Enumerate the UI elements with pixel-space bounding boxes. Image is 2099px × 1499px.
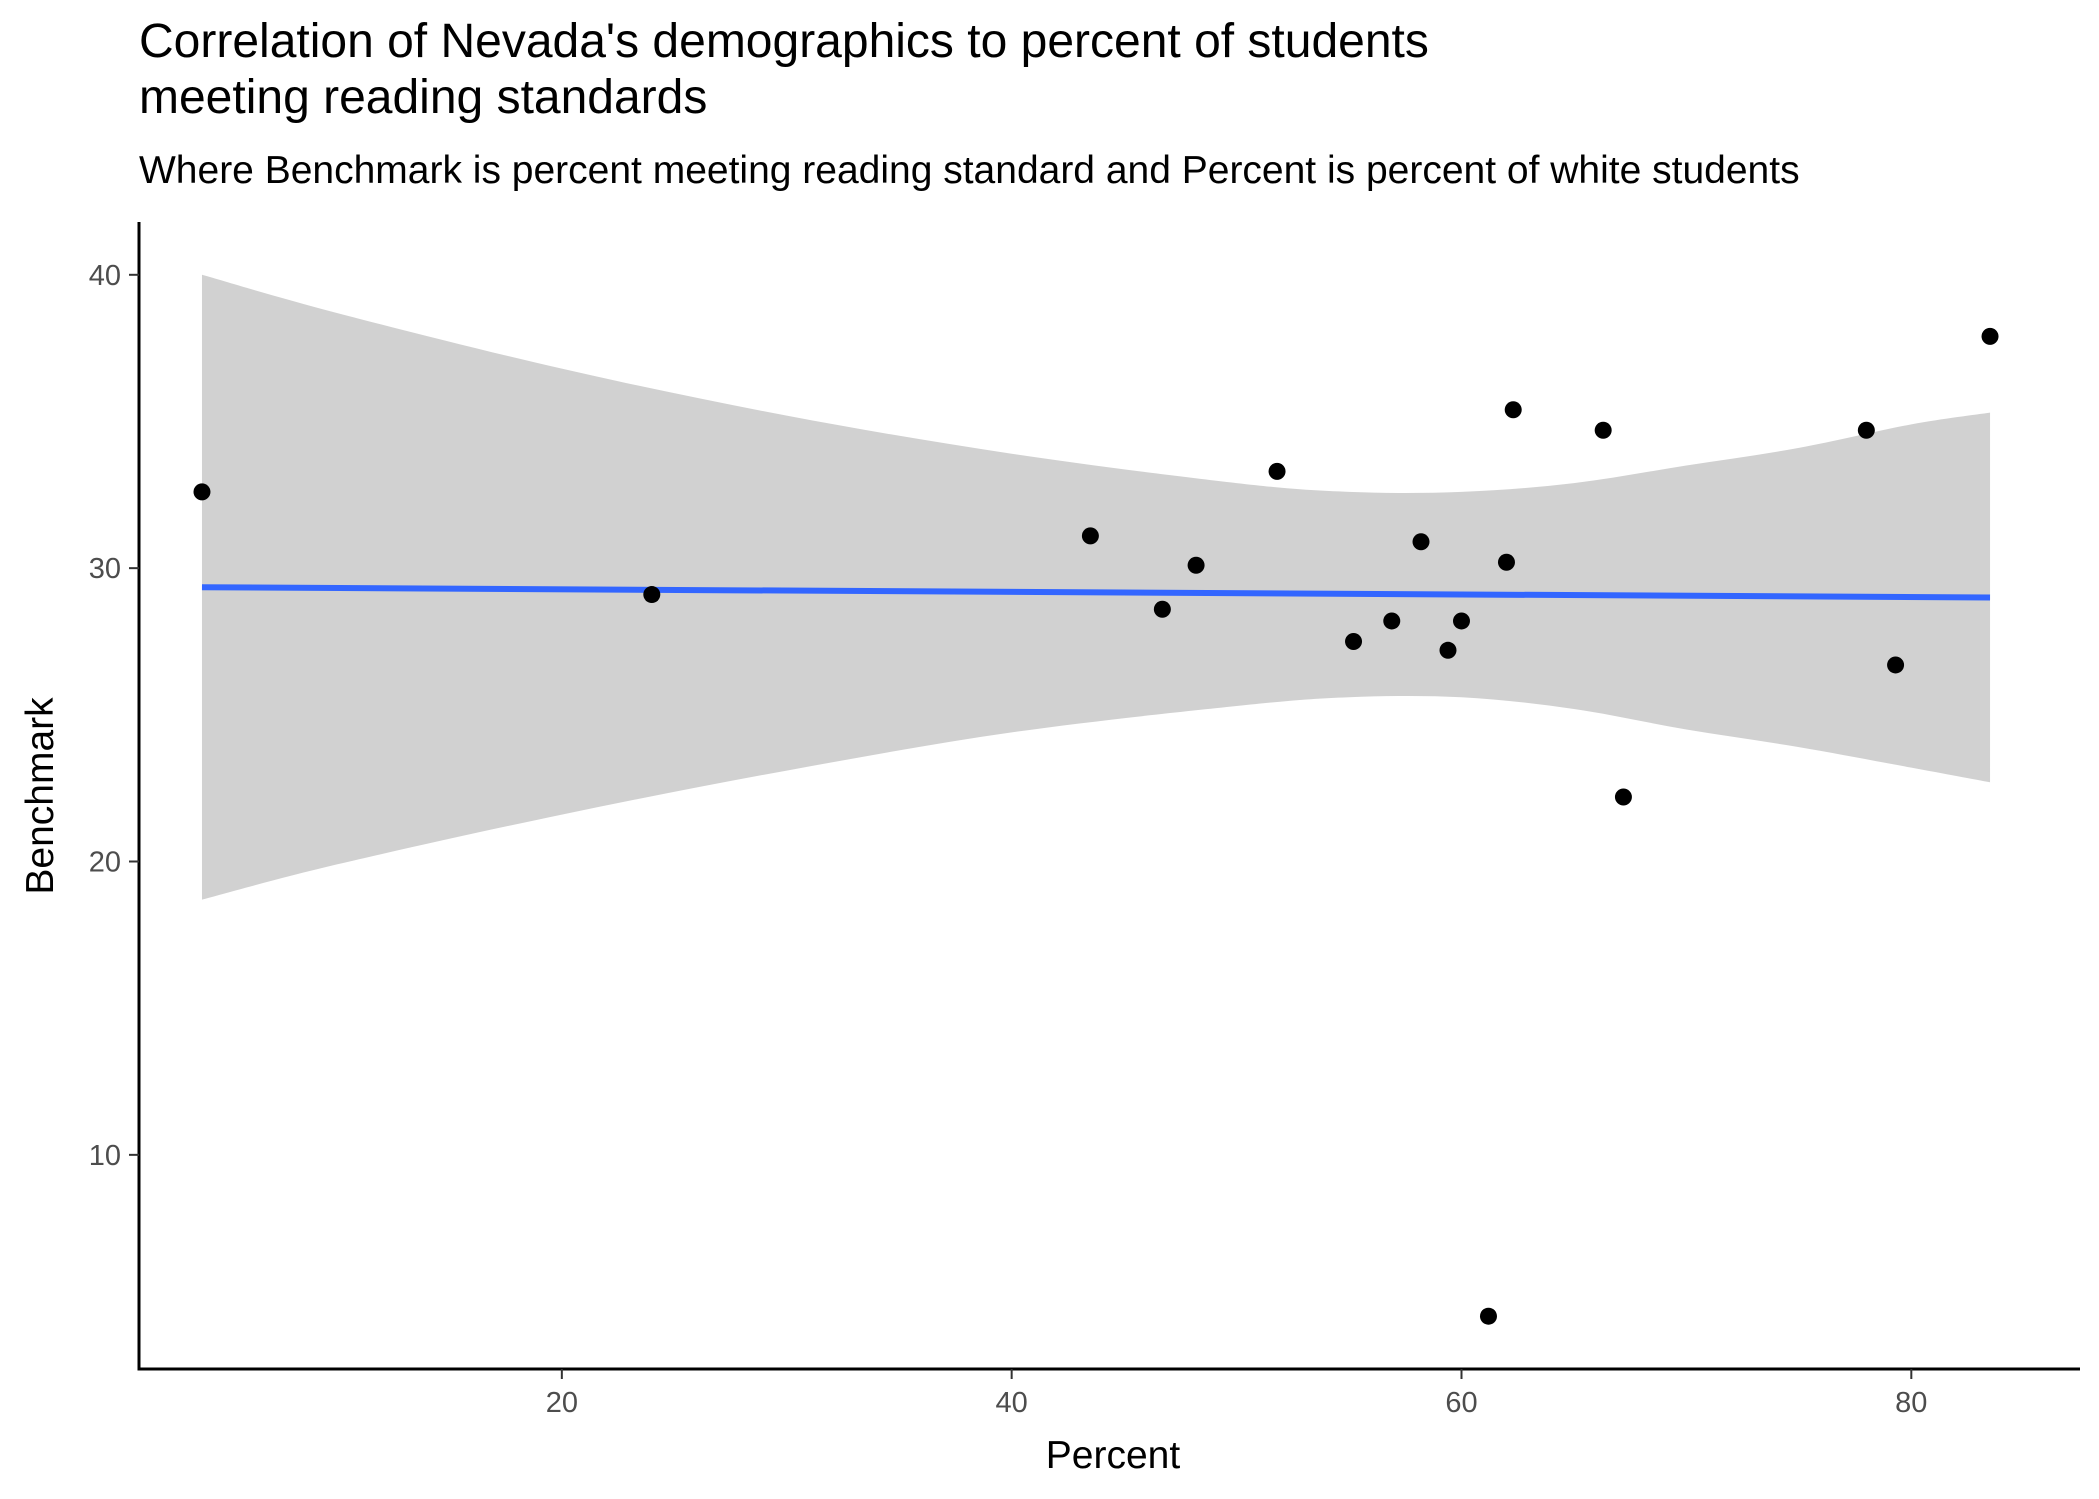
data-point bbox=[1412, 533, 1430, 551]
x-tick-label: 80 bbox=[1895, 1387, 1927, 1419]
data-point bbox=[1504, 401, 1522, 419]
data-point bbox=[1594, 421, 1612, 439]
data-point bbox=[1479, 1307, 1497, 1325]
data-point bbox=[193, 483, 211, 501]
data-point bbox=[1153, 600, 1171, 618]
chart-title-line-2: meeting reading standards bbox=[139, 71, 708, 124]
data-point bbox=[1887, 656, 1905, 674]
data-point bbox=[1452, 612, 1470, 630]
chart-title: Correlation of Nevada's demographics to … bbox=[139, 14, 1429, 126]
y-tick-label: 30 bbox=[89, 553, 121, 585]
trend-line-layer bbox=[201, 584, 1991, 601]
x-tick-label: 40 bbox=[996, 1387, 1028, 1419]
data-point bbox=[1268, 462, 1286, 480]
data-point bbox=[1345, 632, 1363, 650]
x-tick-label: 20 bbox=[546, 1387, 578, 1419]
confidence-band bbox=[201, 274, 1991, 900]
data-point bbox=[1981, 327, 1999, 345]
points-layer bbox=[193, 327, 1999, 1325]
data-point bbox=[643, 586, 661, 604]
trend-line bbox=[201, 584, 1991, 601]
chart-subtitle: Where Benchmark is percent meeting readi… bbox=[139, 149, 1800, 192]
x-axis-title: Percent bbox=[1046, 1434, 1181, 1477]
y-tick-label: 10 bbox=[89, 1140, 121, 1172]
y-axis-title: Benchmark bbox=[19, 697, 62, 895]
data-point bbox=[1497, 553, 1515, 571]
data-point bbox=[1081, 527, 1099, 545]
y-tick-label: 20 bbox=[89, 847, 121, 879]
data-point bbox=[1439, 641, 1457, 659]
data-point bbox=[1857, 421, 1875, 439]
x-tick-label: 60 bbox=[1445, 1387, 1477, 1419]
chart-title-line-1: Correlation of Nevada's demographics to … bbox=[139, 15, 1429, 68]
axes-layer: 20 40 60 80 10 20 30 40 bbox=[89, 222, 2080, 1419]
data-point bbox=[1383, 612, 1401, 630]
confidence-band-layer bbox=[201, 274, 1991, 900]
data-point bbox=[1187, 556, 1205, 574]
data-point bbox=[1614, 788, 1632, 806]
y-tick-label: 40 bbox=[89, 260, 121, 292]
